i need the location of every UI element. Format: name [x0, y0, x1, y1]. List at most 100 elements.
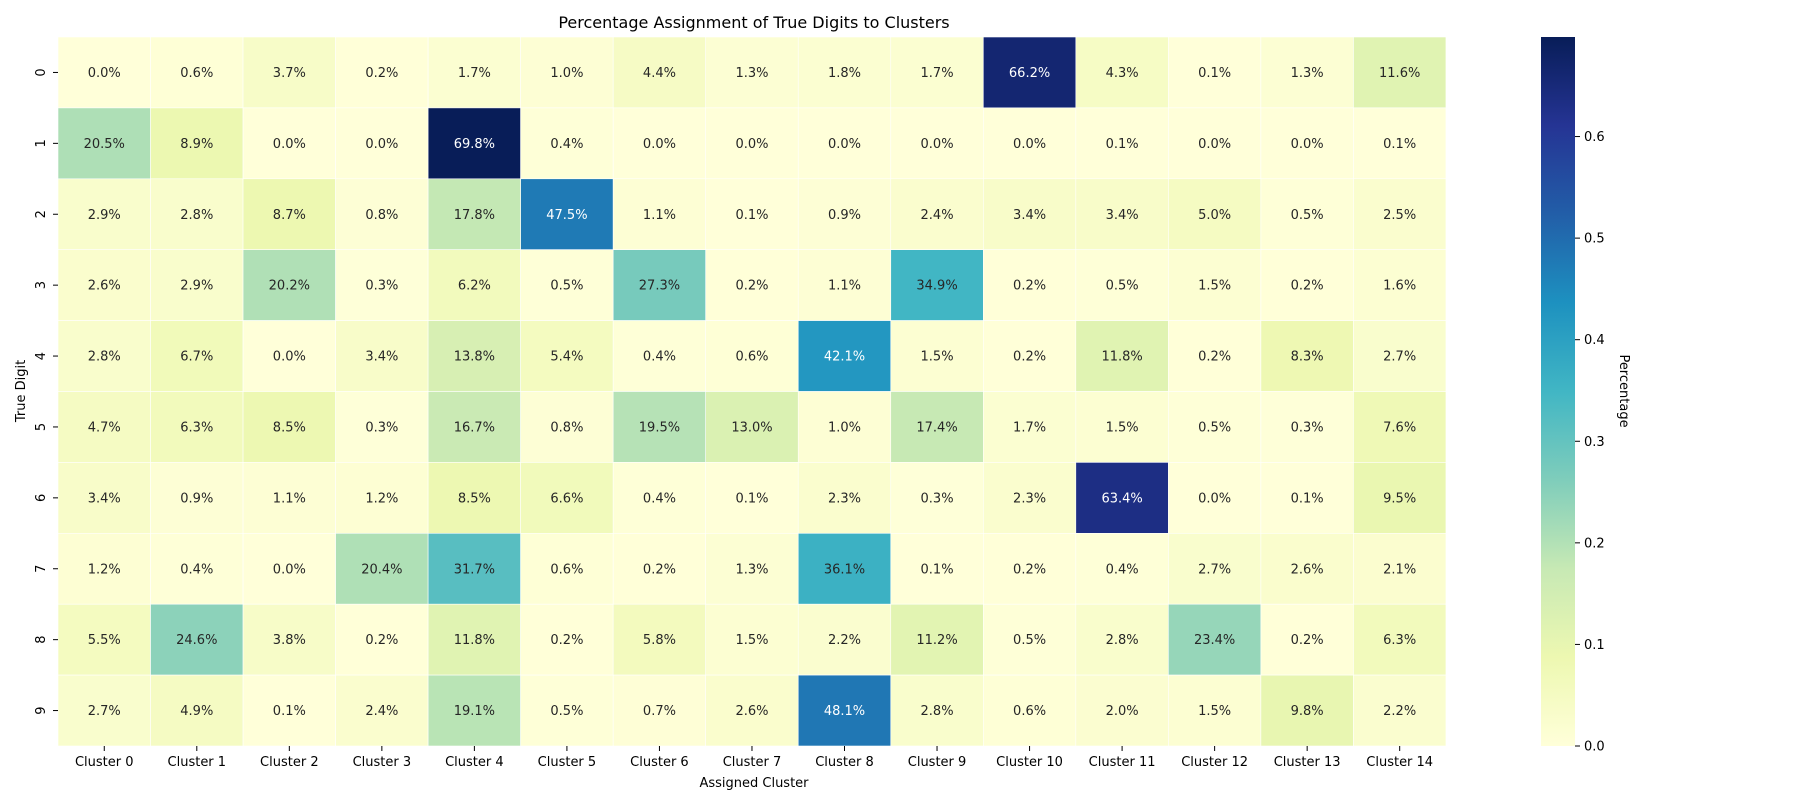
cell-value-label: 0.8%	[365, 208, 398, 223]
cell-value-label: 2.4%	[921, 208, 954, 223]
y-axis: 0 1 2 3 4 5 6 7 8 9	[34, 68, 58, 715]
heatmap-cell	[1168, 178, 1262, 251]
heatmap-cell	[705, 674, 799, 747]
cell-value-label: 2.2%	[828, 633, 861, 648]
cell-value-label: 0.2%	[550, 633, 583, 648]
heatmap-cell	[705, 36, 799, 109]
cell-value-label: 42.1%	[824, 350, 865, 365]
heatmap-cell	[890, 249, 984, 321]
y-tick-label: 7	[34, 565, 49, 573]
x-tick-label: Cluster 13	[1274, 755, 1341, 770]
heatmap-cell	[890, 391, 984, 463]
cell-value-label: 0.5%	[1106, 279, 1139, 294]
heatmap-cell	[1353, 36, 1447, 109]
colorbar-axis: 0.0 0.1 0.2 0.3 0.4 0.5 0.6	[1575, 130, 1605, 755]
heatmap-cell	[797, 391, 892, 463]
cell-value-label: 4.4%	[643, 66, 676, 81]
heatmap-cell	[335, 320, 429, 392]
cell-value-label: 11.8%	[1101, 350, 1142, 365]
heatmap-cell	[1260, 107, 1354, 180]
heatmap-cell	[335, 462, 429, 534]
cell-value-label: 0.2%	[1198, 350, 1231, 365]
colorbar-tick-label: 0.0	[1584, 740, 1605, 755]
y-tick-label: 5	[34, 423, 49, 431]
cell-value-label: 0.6%	[550, 562, 583, 577]
heatmap-cell	[520, 36, 614, 109]
heatmap-cell	[520, 674, 614, 747]
cell-value-label: 1.6%	[1383, 279, 1416, 294]
cell-value-label: 2.3%	[828, 491, 861, 506]
heatmap-cell	[427, 178, 521, 251]
cell-value-label: 1.7%	[1013, 420, 1046, 435]
x-axis: Cluster 0 Cluster 1 Cluster 2 Cluster 3 Clus…	[75, 746, 1433, 770]
y-tick-label: 1	[34, 139, 49, 147]
cell-value-label: 1.5%	[1106, 420, 1139, 435]
heatmap-cell	[335, 178, 429, 251]
colorbar	[1541, 37, 1575, 746]
chart-title: Percentage Assignment of True Digits to …	[558, 13, 949, 32]
heatmap-cell	[57, 391, 151, 463]
heatmap-cell	[890, 603, 984, 676]
heatmap-cell	[705, 532, 799, 605]
cell-value-label: 2.4%	[365, 704, 398, 719]
cell-value-label: 1.5%	[1198, 279, 1231, 294]
heatmap-cell	[797, 674, 892, 747]
cell-value-label: 9.8%	[1291, 704, 1324, 719]
heatmap-cell	[520, 178, 614, 251]
x-tick-label: Cluster 11	[1089, 755, 1156, 770]
x-tick-label: Cluster 5	[538, 755, 597, 770]
cell-value-label: 2.8%	[88, 350, 121, 365]
heatmap-cell	[612, 603, 707, 676]
cell-value-label: 1.5%	[735, 633, 768, 648]
cell-value-label: 0.4%	[643, 350, 676, 365]
colorbar-tick-label: 0.2	[1584, 536, 1605, 551]
cell-value-label: 8.9%	[180, 137, 213, 152]
heatmap-cell	[150, 532, 244, 605]
heatmap-cell	[335, 249, 429, 321]
cell-value-label: 2.3%	[1013, 491, 1046, 506]
cell-value-label: 11.6%	[1379, 66, 1420, 81]
cell-value-label: 0.0%	[828, 137, 861, 152]
heatmap-cell	[1168, 391, 1262, 463]
cell-value-label: 1.7%	[458, 66, 491, 81]
cell-value-label: 1.7%	[921, 66, 954, 81]
cell-value-label: 1.5%	[921, 350, 954, 365]
cell-value-label: 2.9%	[88, 208, 121, 223]
cell-value-label: 4.3%	[1106, 66, 1139, 81]
cell-value-label: 34.9%	[916, 279, 957, 294]
heatmap-cell	[150, 391, 244, 463]
heatmap-cell	[890, 320, 984, 392]
cell-value-label: 1.0%	[828, 420, 861, 435]
heatmap-cell	[335, 36, 429, 109]
cell-value-label: 0.1%	[273, 704, 306, 719]
heatmap-cell	[1075, 320, 1169, 392]
cell-value-label: 0.5%	[1291, 208, 1324, 223]
heatmap-cell	[1075, 36, 1169, 109]
cell-value-label: 0.5%	[550, 704, 583, 719]
cell-value-label: 1.8%	[828, 66, 861, 81]
heatmap-cell	[1168, 532, 1262, 605]
heatmap-cell	[982, 249, 1077, 321]
cell-value-label: 31.7%	[454, 562, 495, 577]
heatmap-cell	[890, 532, 984, 605]
heatmap-cell	[1353, 674, 1447, 747]
colorbar-tick-label: 0.3	[1584, 435, 1605, 450]
heatmap-cell	[242, 249, 336, 321]
cell-value-label: 20.2%	[269, 279, 310, 294]
cell-value-label: 20.5%	[84, 137, 125, 152]
heatmap-cell	[982, 532, 1077, 605]
heatmap-cell	[705, 462, 799, 534]
cell-value-label: 7.6%	[1383, 420, 1416, 435]
heatmap-cell	[612, 462, 707, 534]
heatmap-cell	[520, 249, 614, 321]
cell-value-label: 0.5%	[550, 279, 583, 294]
heatmap-cell	[242, 36, 336, 109]
heatmap-cell	[427, 249, 521, 321]
cell-value-label: 1.0%	[550, 66, 583, 81]
heatmap-cell	[335, 603, 429, 676]
x-tick-label: Cluster 0	[75, 755, 134, 770]
heatmap-cell	[1353, 178, 1447, 251]
heatmap-cell	[427, 532, 521, 605]
cell-value-label: 2.1%	[1383, 562, 1416, 577]
heatmap-cell	[150, 107, 244, 180]
